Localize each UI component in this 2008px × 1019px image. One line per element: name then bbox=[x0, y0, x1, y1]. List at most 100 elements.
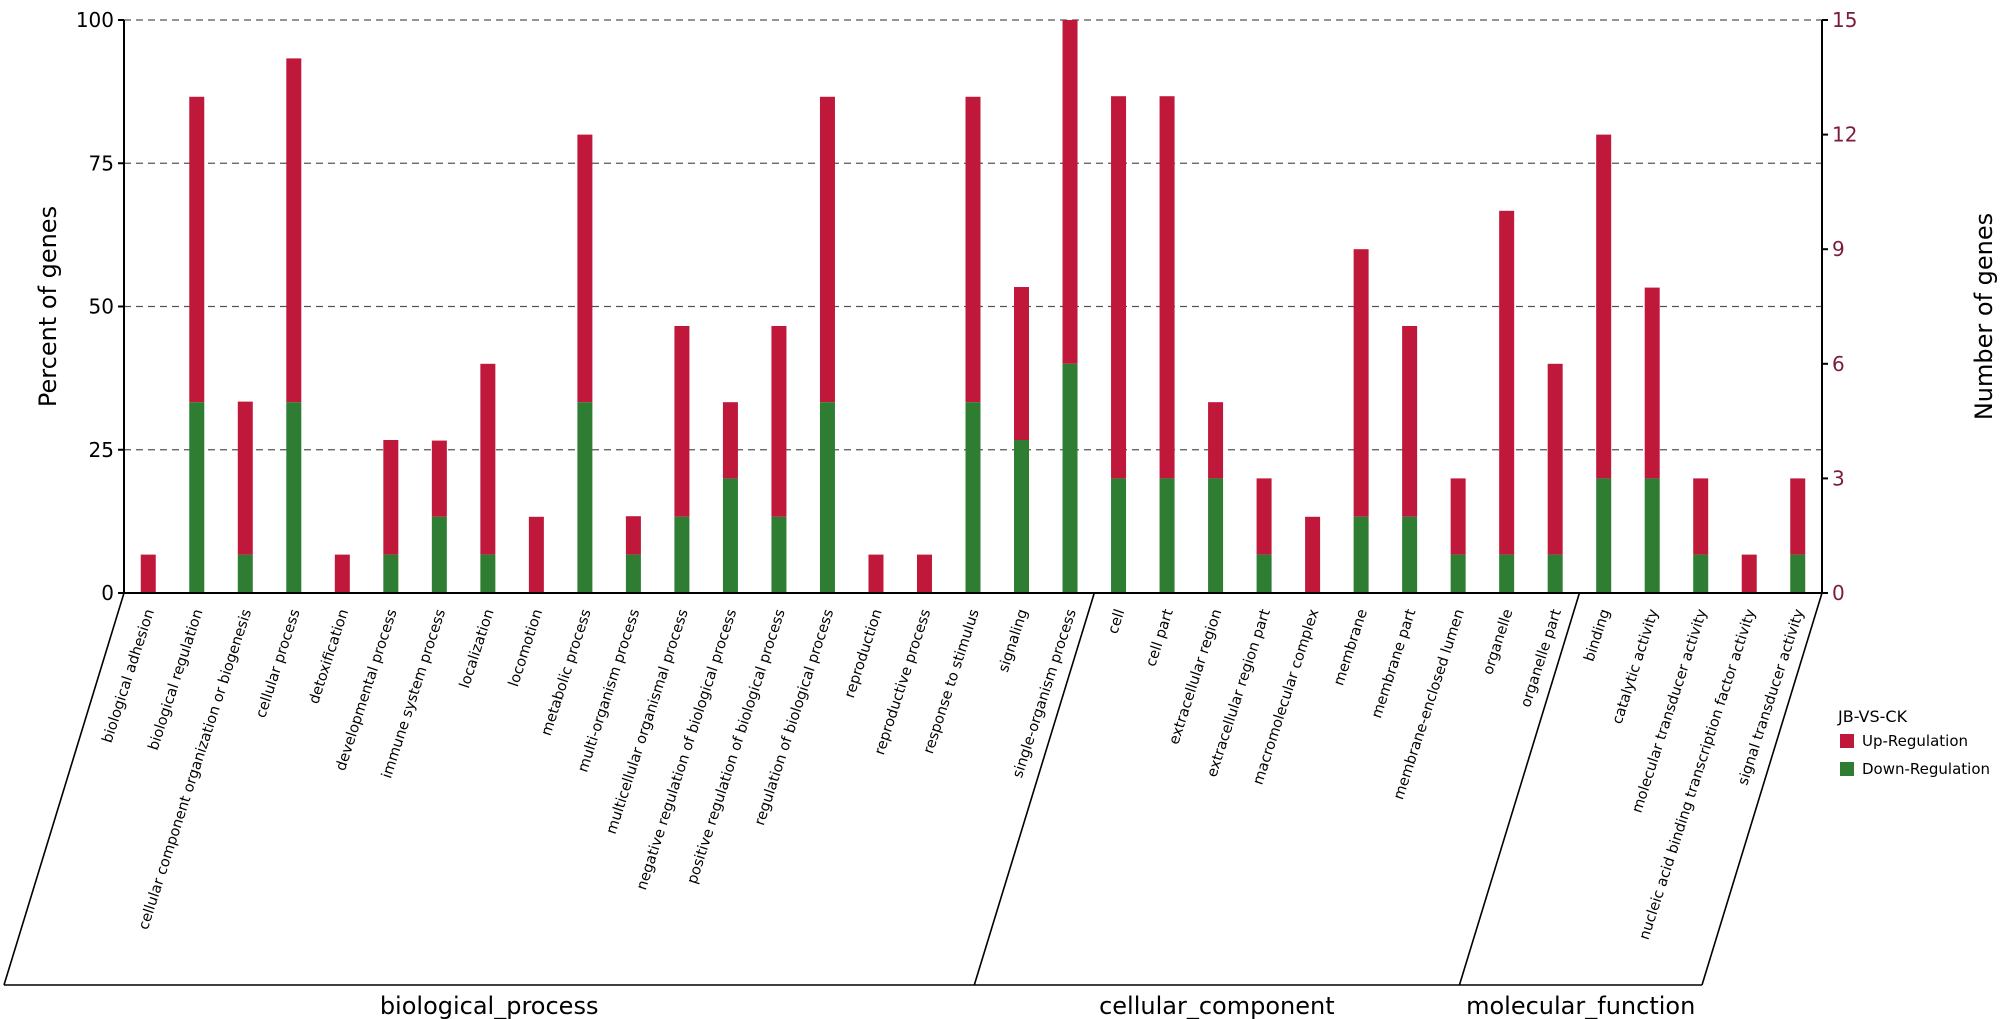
bar-up-regulation bbox=[771, 325, 787, 517]
bar-down-regulation bbox=[965, 402, 981, 593]
bar-down-regulation bbox=[1256, 554, 1272, 593]
bar-up-regulation bbox=[868, 554, 884, 593]
bar-up-regulation bbox=[1644, 287, 1660, 479]
category-label: cellular component organization or bioge… bbox=[136, 607, 255, 931]
group-label: cellular_component bbox=[1099, 992, 1335, 1019]
bar-down-regulation bbox=[1790, 554, 1806, 593]
bar-down-regulation bbox=[1644, 478, 1660, 593]
bar-up-regulation bbox=[1790, 478, 1806, 555]
bar-up-regulation bbox=[140, 554, 156, 593]
bar-up-regulation bbox=[334, 554, 350, 593]
category-label: extracellular region bbox=[1167, 607, 1226, 746]
bar-up-regulation bbox=[625, 516, 641, 555]
right-tick-label: 9 bbox=[1832, 237, 1845, 261]
legend-title: JB-VS-CK bbox=[1837, 707, 1908, 726]
right-tick-label: 6 bbox=[1832, 352, 1845, 376]
category-label: reproductive process bbox=[872, 607, 934, 757]
left-tick-label: 50 bbox=[89, 295, 114, 319]
right-tick-label: 12 bbox=[1832, 123, 1857, 147]
bar-up-regulation bbox=[965, 96, 981, 403]
bar-down-regulation bbox=[431, 516, 447, 593]
bar-up-regulation bbox=[431, 440, 447, 517]
bar-up-regulation bbox=[1450, 478, 1466, 555]
category-label: locomotion bbox=[506, 607, 546, 689]
bar-down-regulation bbox=[1014, 440, 1030, 593]
bar-down-regulation bbox=[722, 478, 738, 593]
bar-up-regulation bbox=[1111, 96, 1127, 479]
bar-up-regulation bbox=[1208, 402, 1224, 479]
legend-label: Up-Regulation bbox=[1862, 732, 1968, 750]
bar-down-regulation bbox=[1111, 478, 1127, 593]
left-tick-label: 0 bbox=[101, 581, 114, 605]
category-label: catalytic activity bbox=[1610, 607, 1662, 726]
bar-down-regulation bbox=[625, 554, 641, 593]
category-label: localization bbox=[457, 607, 498, 690]
bar-up-regulation bbox=[480, 363, 496, 555]
group-separator bbox=[1458, 592, 1581, 986]
category-label: signaling bbox=[996, 607, 1031, 674]
bar-up-regulation bbox=[1547, 363, 1563, 555]
category-label: detoxification bbox=[306, 607, 352, 706]
category-label: cell part bbox=[1143, 607, 1177, 669]
bar-up-regulation bbox=[1256, 478, 1272, 555]
right-tick-label: 0 bbox=[1832, 581, 1845, 605]
bar-down-regulation bbox=[819, 402, 835, 593]
legend-swatch bbox=[1840, 734, 1854, 748]
bar-up-regulation bbox=[1159, 96, 1175, 479]
group-separator bbox=[3, 592, 125, 986]
bar-up-regulation bbox=[1062, 20, 1078, 364]
group-bands bbox=[3, 592, 1823, 986]
category-label: biological adhesion bbox=[100, 607, 158, 745]
bar-down-regulation bbox=[1693, 554, 1709, 593]
category-label: cell bbox=[1105, 607, 1128, 636]
bar-up-regulation bbox=[1305, 516, 1321, 593]
category-label: metabolic process bbox=[539, 607, 595, 738]
bar-down-regulation bbox=[480, 554, 496, 593]
bar-down-regulation bbox=[1402, 516, 1418, 593]
group-separator bbox=[1701, 592, 1823, 986]
bar-down-regulation bbox=[383, 554, 399, 593]
bar-down-regulation bbox=[1208, 478, 1224, 593]
y2-axis-title: Number of genes bbox=[1970, 213, 1998, 420]
left-tick-label: 100 bbox=[76, 8, 114, 32]
bar-up-regulation bbox=[383, 440, 399, 555]
bar-up-regulation bbox=[286, 58, 302, 403]
bar-up-regulation bbox=[1741, 554, 1757, 593]
bar-down-regulation bbox=[577, 402, 593, 593]
bar-up-regulation bbox=[1402, 325, 1418, 517]
bar-up-regulation bbox=[1014, 287, 1030, 441]
bars bbox=[140, 20, 1806, 593]
category-label: negative regulation of biological proces… bbox=[634, 607, 740, 892]
y-axis-title: Percent of genes bbox=[34, 206, 62, 407]
bar-down-regulation bbox=[674, 516, 690, 593]
left-tick-label: 75 bbox=[89, 151, 114, 175]
category-label: binding bbox=[1582, 607, 1614, 663]
bar-down-regulation bbox=[237, 554, 253, 593]
group-separator bbox=[973, 592, 1096, 986]
category-label: membrane bbox=[1331, 607, 1371, 687]
bar-up-regulation bbox=[1596, 134, 1612, 479]
category-label: biological regulation bbox=[146, 607, 207, 752]
bar-up-regulation bbox=[189, 96, 205, 403]
bar-down-regulation bbox=[286, 402, 302, 593]
bar-up-regulation bbox=[722, 402, 738, 479]
legend: JB-VS-CK Up-Regulation Down-Regulation bbox=[1837, 707, 1990, 778]
group-label: molecular_function bbox=[1466, 992, 1695, 1019]
bar-up-regulation bbox=[528, 516, 544, 593]
bar-down-regulation bbox=[1450, 554, 1466, 593]
bar-up-regulation bbox=[1499, 210, 1515, 555]
bar-up-regulation bbox=[1353, 249, 1369, 517]
group-label: biological_process bbox=[380, 992, 599, 1019]
bar-up-regulation bbox=[819, 96, 835, 403]
bar-down-regulation bbox=[1159, 478, 1175, 593]
bar-down-regulation bbox=[1547, 554, 1563, 593]
bar-up-regulation bbox=[1693, 478, 1709, 555]
category-label: organelle part bbox=[1518, 607, 1565, 709]
bar-up-regulation bbox=[674, 325, 690, 517]
left-tick-label: 25 bbox=[89, 438, 114, 462]
category-label: reproduction bbox=[842, 607, 886, 700]
bar-down-regulation bbox=[771, 516, 787, 593]
right-tick-label: 15 bbox=[1832, 8, 1857, 32]
